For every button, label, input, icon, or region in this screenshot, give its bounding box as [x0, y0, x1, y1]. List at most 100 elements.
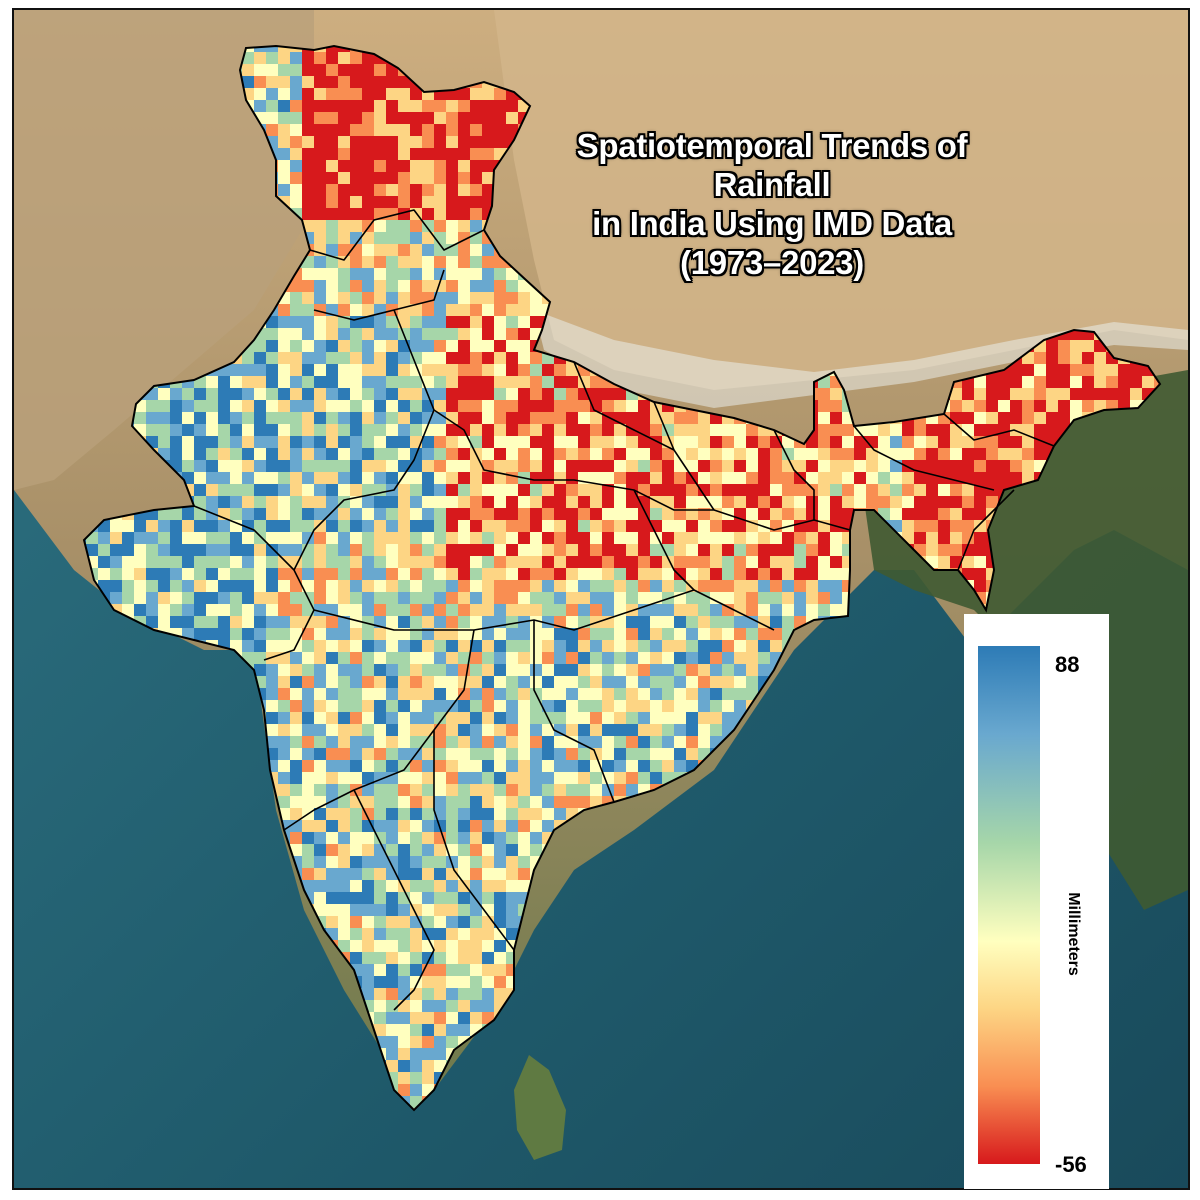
rainfall-trend-map[interactable]: [14, 10, 1188, 1188]
rainfall-grid-cell: [746, 580, 758, 592]
rainfall-grid-cell: [314, 292, 326, 304]
rainfall-grid-cell: [758, 568, 770, 580]
rainfall-grid-cell: [482, 484, 494, 496]
rainfall-grid-cell: [1046, 364, 1058, 376]
rainfall-grid-cell: [458, 400, 470, 412]
rainfall-grid-cell: [1106, 364, 1118, 376]
rainfall-grid-cell: [722, 448, 734, 460]
rainfall-grid-cell: [386, 136, 398, 148]
rainfall-grid-cell: [458, 436, 470, 448]
rainfall-grid-cell: [194, 400, 206, 412]
rainfall-grid-cell: [314, 280, 326, 292]
rainfall-grid-cell: [494, 316, 506, 328]
rainfall-grid-cell: [818, 400, 830, 412]
rainfall-grid-cell: [614, 544, 626, 556]
rainfall-grid-cell: [482, 352, 494, 364]
rainfall-grid-cell: [482, 544, 494, 556]
rainfall-grid-cell: [734, 472, 746, 484]
rainfall-grid-cell: [494, 88, 506, 100]
rainfall-grid-cell: [362, 532, 374, 544]
rainfall-grid-cell: [614, 676, 626, 688]
rainfall-grid-cell: [242, 592, 254, 604]
rainfall-grid-cell: [746, 436, 758, 448]
rainfall-grid-cell: [506, 628, 518, 640]
rainfall-grid-cell: [770, 628, 782, 640]
rainfall-grid-cell: [446, 172, 458, 184]
rainfall-grid-cell: [302, 52, 314, 64]
rainfall-grid-cell: [290, 352, 302, 364]
rainfall-grid-cell: [614, 472, 626, 484]
rainfall-grid-cell: [746, 616, 758, 628]
rainfall-grid-cell: [530, 484, 542, 496]
rainfall-grid-cell: [962, 388, 974, 400]
rainfall-grid-cell: [386, 676, 398, 688]
rainfall-grid-cell: [410, 196, 422, 208]
rainfall-grid-cell: [470, 172, 482, 184]
rainfall-grid-cell: [206, 628, 218, 640]
rainfall-grid-cell: [566, 640, 578, 652]
rainfall-grid-cell: [494, 328, 506, 340]
rainfall-grid-cell: [722, 436, 734, 448]
rainfall-grid-cell: [278, 568, 290, 580]
rainfall-grid-cell: [302, 412, 314, 424]
rainfall-grid-cell: [314, 364, 326, 376]
rainfall-grid-cell: [602, 424, 614, 436]
rainfall-grid-cell: [398, 364, 410, 376]
rainfall-grid-cell: [554, 652, 566, 664]
rainfall-grid-cell: [314, 160, 326, 172]
rainfall-grid-cell: [254, 388, 266, 400]
rainfall-grid-cell: [566, 556, 578, 568]
rainfall-grid-cell: [278, 640, 290, 652]
rainfall-grid-cell: [974, 472, 986, 484]
rainfall-grid-cell: [1070, 364, 1082, 376]
rainfall-grid-cell: [374, 172, 386, 184]
rainfall-grid-cell: [566, 664, 578, 676]
rainfall-grid-cell: [362, 244, 374, 256]
rainfall-grid-cell: [1082, 388, 1094, 400]
rainfall-grid-cell: [206, 376, 218, 388]
rainfall-grid-cell: [506, 604, 518, 616]
rainfall-grid-cell: [350, 88, 362, 100]
rainfall-grid-cell: [326, 172, 338, 184]
rainfall-grid-cell: [818, 532, 830, 544]
rainfall-grid-cell: [578, 664, 590, 676]
rainfall-grid-cell: [326, 46, 338, 52]
rainfall-grid-cell: [950, 544, 962, 556]
rainfall-grid-cell: [518, 340, 530, 352]
rainfall-grid-cell: [662, 484, 674, 496]
rainfall-grid-cell: [938, 424, 950, 436]
rainfall-grid-cell: [254, 496, 266, 508]
rainfall-grid-cell: [662, 652, 674, 664]
rainfall-grid-cell: [470, 340, 482, 352]
rainfall-grid-cell: [182, 508, 194, 520]
rainfall-grid-cell: [302, 376, 314, 388]
rainfall-grid-cell: [326, 376, 338, 388]
rainfall-grid-cell: [1010, 388, 1022, 400]
rainfall-grid-cell: [278, 484, 290, 496]
rainfall-grid-cell: [362, 676, 374, 688]
rainfall-grid-cell: [482, 244, 494, 256]
rainfall-grid-cell: [458, 532, 470, 544]
rainfall-grid-cell: [410, 280, 422, 292]
rainfall-grid-cell: [998, 400, 1010, 412]
rainfall-grid-cell: [278, 604, 290, 616]
rainfall-grid-cell: [302, 436, 314, 448]
rainfall-grid-cell: [278, 340, 290, 352]
rainfall-grid-cell: [314, 436, 326, 448]
rainfall-grid-cell: [842, 460, 854, 472]
rainfall-grid-cell: [194, 592, 206, 604]
rainfall-grid-cell: [302, 160, 314, 172]
rainfall-grid-cell: [506, 124, 518, 136]
rainfall-grid-cell: [362, 592, 374, 604]
rainfall-grid-cell: [818, 412, 830, 424]
rainfall-grid-cell: [554, 496, 566, 508]
rainfall-grid-cell: [458, 640, 470, 652]
rainfall-grid-cell: [818, 460, 830, 472]
rainfall-grid-cell: [806, 436, 818, 448]
rainfall-grid-cell: [878, 496, 890, 508]
rainfall-grid-cell: [350, 376, 362, 388]
rainfall-grid-cell: [782, 568, 794, 580]
rainfall-grid-cell: [302, 352, 314, 364]
rainfall-grid-cell: [386, 220, 398, 232]
rainfall-grid-cell: [446, 676, 458, 688]
